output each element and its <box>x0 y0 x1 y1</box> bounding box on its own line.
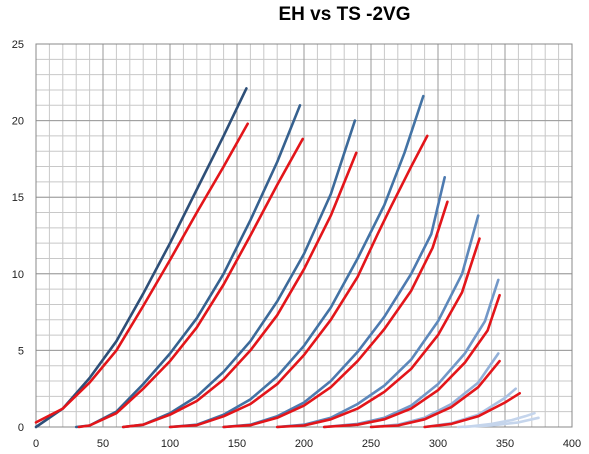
series-line-4 <box>77 137 304 429</box>
series-line-1 <box>34 87 248 429</box>
series-line-20 <box>456 416 540 429</box>
series-line-7 <box>168 94 425 429</box>
x-tick-label: 350 <box>496 438 514 450</box>
y-tick-label: 10 <box>12 269 24 281</box>
y-tick-label: 15 <box>12 192 24 204</box>
series-line-14 <box>322 293 501 429</box>
x-axis-tick-labels: 0 50 100 150 200 250 300 350 400 <box>33 438 581 450</box>
x-tick-label: 250 <box>362 438 380 450</box>
series-line-6 <box>121 151 358 429</box>
plot-area-frame <box>35 43 573 428</box>
series-line-18 <box>423 392 521 429</box>
series-line-12 <box>275 237 481 429</box>
x-tick-label: 400 <box>563 438 581 450</box>
chart-title: EH vs TS -2VG <box>278 4 411 25</box>
y-axis-tick-labels: 0 5 10 15 20 25 <box>12 39 24 434</box>
x-tick-label: 50 <box>97 438 109 450</box>
series-line-2 <box>34 122 249 424</box>
series-line-10 <box>222 200 449 429</box>
y-tick-label: 20 <box>12 116 24 128</box>
x-tick-label: 0 <box>33 438 39 450</box>
series-layer <box>34 87 540 429</box>
series-line-16 <box>369 359 501 429</box>
x-tick-label: 100 <box>161 438 179 450</box>
y-tick-label: 5 <box>18 345 24 357</box>
x-tick-label: 300 <box>429 438 447 450</box>
y-tick-label: 0 <box>18 422 24 434</box>
x-tick-label: 150 <box>228 438 246 450</box>
series-line-8 <box>168 134 429 429</box>
y-tick-label: 25 <box>12 39 24 51</box>
series-line-3 <box>74 104 302 429</box>
x-tick-label: 200 <box>295 438 313 450</box>
